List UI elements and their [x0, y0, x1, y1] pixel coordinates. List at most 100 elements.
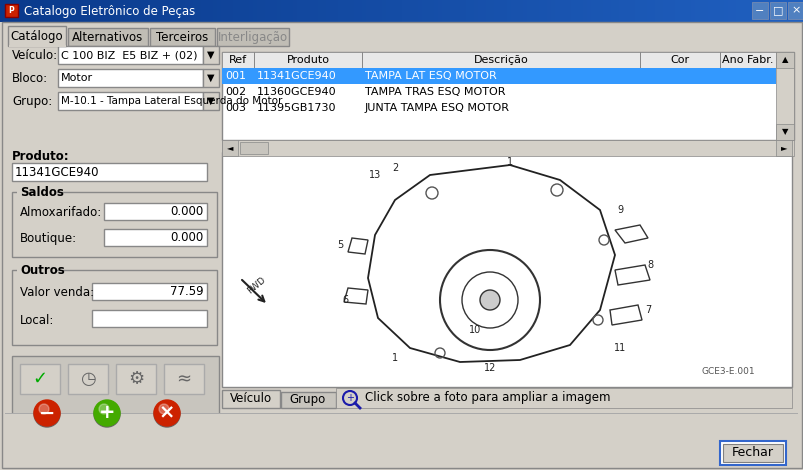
Text: GCE3-E.001: GCE3-E.001 [700, 368, 754, 376]
Text: ◄: ◄ [226, 143, 233, 152]
Bar [58, 92, 202, 110]
Text: Alternativos: Alternativos [72, 31, 144, 44]
Bar [361, 52, 362, 68]
Text: 2: 2 [391, 163, 397, 173]
Text: JUNTA TAMPA ESQ MOTOR: JUNTA TAMPA ESQ MOTOR [365, 103, 509, 113]
Bar [336, 388, 791, 408]
Text: 003: 003 [225, 103, 246, 113]
Text: Interligação: Interligação [218, 31, 287, 44]
Text: ×: × [790, 6, 800, 16]
Text: −: − [39, 404, 55, 423]
Text: Saldos: Saldos [20, 186, 63, 198]
Bar [775, 52, 793, 140]
Bar [751, 2, 767, 19]
Bar [150, 28, 214, 46]
Bar [5, 4, 18, 17]
Text: FWD: FWD [246, 275, 267, 295]
Text: 11395GB1730: 11395GB1730 [257, 103, 336, 113]
Text: Valor venda:: Valor venda: [20, 287, 94, 299]
Bar [202, 69, 218, 87]
Circle shape [99, 404, 109, 414]
Bar [68, 28, 148, 46]
Bar [12, 356, 218, 431]
Text: 6: 6 [341, 295, 348, 305]
Text: 11: 11 [613, 343, 626, 353]
Text: 9: 9 [616, 205, 622, 215]
Text: Descrição: Descrição [473, 55, 528, 65]
Circle shape [94, 401, 120, 427]
Circle shape [34, 400, 60, 426]
Text: Motor: Motor [61, 73, 93, 83]
Circle shape [34, 401, 60, 427]
Text: Outros: Outros [20, 264, 65, 276]
Bar [17, 186, 57, 198]
Bar [222, 68, 775, 84]
Bar [240, 142, 267, 154]
Text: 11341GCE940: 11341GCE940 [15, 165, 100, 179]
Text: ►: ► [780, 143, 786, 152]
Text: ✓: ✓ [32, 370, 47, 388]
Text: −: − [754, 6, 764, 16]
Text: ▼: ▼ [781, 127, 787, 136]
Bar [775, 52, 793, 68]
Text: Catalogo Eletrônico de Peças: Catalogo Eletrônico de Peças [24, 5, 195, 17]
Text: Bloco:: Bloco: [12, 71, 48, 85]
Text: 0.000: 0.000 [170, 231, 204, 244]
Text: 001: 001 [225, 71, 246, 81]
Text: C 100 BIZ  E5 BIZ + (02): C 100 BIZ E5 BIZ + (02) [61, 50, 198, 60]
Text: 8: 8 [646, 260, 652, 270]
Text: TAMPA TRAS ESQ MOTOR: TAMPA TRAS ESQ MOTOR [365, 87, 505, 97]
Text: Grupo: Grupo [290, 393, 326, 407]
Text: 77.59: 77.59 [170, 285, 204, 298]
Bar [104, 203, 206, 220]
Bar [775, 52, 776, 68]
Text: Boutique:: Boutique: [20, 232, 77, 244]
Bar [719, 441, 785, 465]
Text: 7: 7 [644, 305, 650, 315]
Text: +: + [345, 393, 353, 403]
Text: 13: 13 [369, 170, 381, 180]
Bar [222, 52, 793, 68]
Text: ⚙: ⚙ [128, 370, 144, 388]
Text: Catálogo: Catálogo [10, 30, 63, 42]
Text: Almoxarifado:: Almoxarifado: [20, 205, 102, 219]
Bar [58, 46, 202, 64]
Bar [9, 45, 66, 47]
Bar [58, 69, 202, 87]
Bar [254, 52, 255, 68]
Bar [719, 52, 720, 68]
Text: 10: 10 [468, 325, 480, 335]
Bar [769, 2, 785, 19]
Text: 1: 1 [391, 353, 397, 363]
Bar [639, 52, 640, 68]
Bar [5, 414, 797, 464]
Bar [222, 390, 279, 408]
Circle shape [39, 404, 49, 414]
Text: TAMPA LAT ESQ MOTOR: TAMPA LAT ESQ MOTOR [365, 71, 496, 81]
Circle shape [159, 404, 169, 414]
Text: Produto: Produto [286, 55, 329, 65]
Bar [222, 140, 793, 156]
Text: ≈: ≈ [176, 370, 191, 388]
Bar [116, 364, 156, 394]
Bar [722, 444, 782, 462]
Text: Veículo: Veículo [230, 392, 271, 406]
Text: □: □ [772, 6, 782, 16]
Bar [12, 163, 206, 181]
Text: ▼: ▼ [207, 96, 214, 106]
Text: 5: 5 [336, 240, 343, 250]
Bar [164, 364, 204, 394]
Text: 12: 12 [483, 363, 495, 373]
Bar [20, 364, 60, 394]
Circle shape [479, 290, 499, 310]
Circle shape [154, 400, 180, 426]
Text: 11341GCE940: 11341GCE940 [257, 71, 336, 81]
Text: +: + [99, 404, 115, 423]
Text: P: P [9, 6, 14, 15]
Text: 11360GCE940: 11360GCE940 [257, 87, 336, 97]
Text: Click sobre a foto para ampliar a imagem: Click sobre a foto para ampliar a imagem [365, 392, 609, 405]
Bar [281, 392, 336, 408]
Bar [202, 46, 218, 64]
Text: 0.000: 0.000 [170, 205, 204, 218]
Bar [222, 140, 238, 156]
